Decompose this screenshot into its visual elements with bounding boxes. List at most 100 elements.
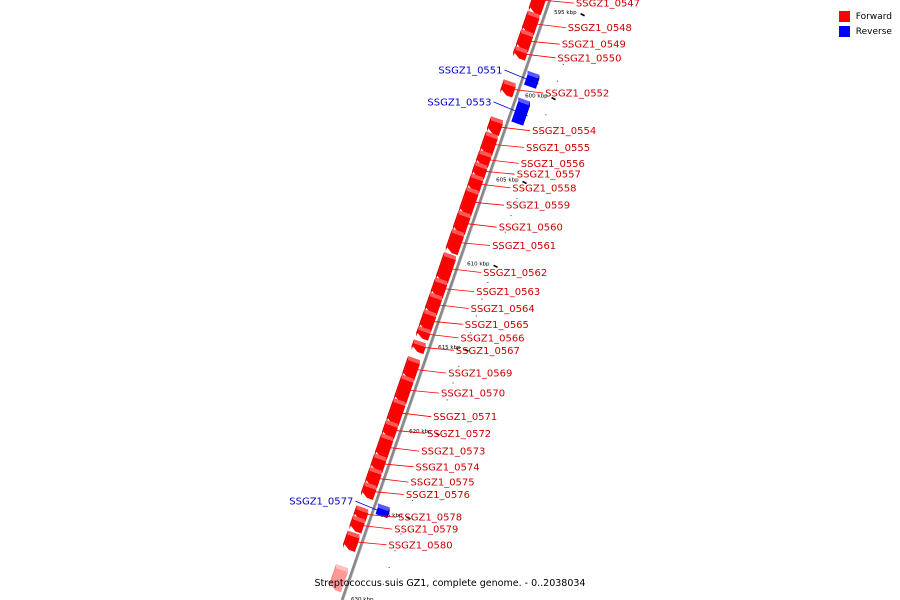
gene-SSGZ1_0549 — [516, 29, 534, 53]
gene-label-SSGZ1_0576[interactable]: SSGZ1_0576 — [406, 490, 470, 501]
gene-label-SSGZ1_0573[interactable]: SSGZ1_0573 — [421, 447, 485, 458]
gene-side — [370, 453, 375, 469]
gene-side — [419, 309, 425, 329]
gene-bevel — [471, 173, 484, 182]
gene-side — [471, 161, 476, 176]
gene-partial — [329, 564, 348, 593]
forward-swatch — [838, 11, 850, 22]
gene-label-SSGZ1_0571[interactable]: SSGZ1_0571 — [433, 412, 497, 423]
gene-side — [353, 505, 357, 518]
gene-side — [402, 356, 409, 377]
gene-label-SSGZ1_0564[interactable]: SSGZ1_0564 — [471, 304, 535, 315]
tick-label: 625 kbp — [380, 513, 403, 519]
gene-label-SSGZ1_0566[interactable]: SSGZ1_0566 — [460, 333, 524, 344]
gene-label-SSGZ1_0552[interactable]: SSGZ1_0552 — [545, 89, 609, 100]
gene-SSGZ1_0560 — [452, 210, 471, 235]
tick-label: 615 kbp — [438, 345, 461, 351]
gene-label-SSGZ1_0553[interactable]: SSGZ1_0553 — [427, 97, 491, 108]
gene-label-SSGZ1_0559[interactable]: SSGZ1_0559 — [506, 201, 570, 212]
gene-body — [412, 343, 426, 355]
gene-bevel — [491, 116, 503, 125]
legend-label-forward: Forward — [855, 11, 892, 22]
gene-label-SSGZ1_0556[interactable]: SSGZ1_0556 — [521, 159, 585, 170]
gene-label-SSGZ1_0561[interactable]: SSGZ1_0561 — [492, 241, 556, 252]
gene-bevel — [458, 210, 471, 219]
gene-bevel — [408, 356, 420, 365]
major-tick — [551, 96, 556, 101]
gene-side — [480, 131, 486, 153]
gene-bevel — [424, 309, 437, 318]
gene-side — [386, 398, 394, 423]
label-leader — [439, 267, 482, 273]
gene-label-SSGZ1_0554[interactable]: SSGZ1_0554 — [532, 126, 596, 137]
gene-side — [436, 252, 445, 280]
gene-label-SSGZ1_0547[interactable]: SSGZ1_0547 — [576, 0, 640, 10]
gene-label-SSGZ1_0557[interactable]: SSGZ1_0557 — [517, 170, 581, 181]
gene-label-SSGZ1_0558[interactable]: SSGZ1_0558 — [512, 183, 576, 194]
label-leader — [361, 490, 404, 495]
scale-ticks: 595 kbp 600 kbp 605 kbp 610 kbp 615 kbp 620 k… — [351, 10, 585, 600]
gene-label-SSGZ1_0575[interactable]: SSGZ1_0575 — [411, 478, 475, 489]
gene-side — [467, 173, 472, 189]
gene-label-SSGZ1_0572[interactable]: SSGZ1_0572 — [427, 429, 491, 440]
tick-label: 605 kbp — [496, 177, 519, 183]
gene-label-SSGZ1_0563[interactable]: SSGZ1_0563 — [476, 287, 540, 298]
gene-SSGZ1_0552 — [500, 79, 516, 98]
gene-SSGZ1_0579 — [349, 515, 365, 534]
label-leader — [355, 500, 390, 516]
gene-label-SSGZ1_0565[interactable]: SSGZ1_0565 — [465, 320, 529, 331]
gene-label-SSGZ1_0577[interactable]: SSGZ1_0577 — [289, 497, 353, 508]
gene-label-SSGZ1_0562[interactable]: SSGZ1_0562 — [483, 268, 547, 279]
gene-body — [330, 568, 348, 593]
gene-body — [354, 509, 369, 522]
gene-side — [424, 292, 431, 312]
gene-labels: SSGZ1_0547 SSGZ1_0548 SSGZ1_0549 SSGZ1_0550… — [289, 0, 640, 551]
gene-side — [487, 116, 492, 132]
gene-SSGZ1_0562 — [436, 252, 456, 284]
legend-item-reverse: Reverse — [838, 24, 892, 39]
gene-body — [517, 33, 534, 53]
gene-label-SSGZ1_0578[interactable]: SSGZ1_0578 — [398, 513, 462, 524]
label-leader — [513, 52, 556, 59]
gene-label-SSGZ1_0567[interactable]: SSGZ1_0567 — [456, 346, 520, 357]
gene-SSGZ1_0564 — [424, 292, 442, 316]
gene-body — [530, 0, 546, 16]
gene-label-SSGZ1_0560[interactable]: SSGZ1_0560 — [499, 223, 563, 234]
gene-bevel — [381, 433, 394, 442]
major-tick — [493, 264, 498, 269]
gene-label-SSGZ1_0579[interactable]: SSGZ1_0579 — [394, 525, 458, 536]
gene-label-SSGZ1_0580[interactable]: SSGZ1_0580 — [388, 540, 452, 551]
gene-body — [362, 485, 377, 500]
gene-label-SSGZ1_0569[interactable]: SSGZ1_0569 — [448, 369, 512, 380]
gene-body — [514, 49, 528, 61]
label-leader — [461, 200, 505, 206]
gene-label-SSGZ1_0570[interactable]: SSGZ1_0570 — [441, 389, 505, 400]
gene-bevel — [435, 277, 448, 286]
label-leader — [432, 287, 475, 292]
gene-SSGZ1_0555 — [480, 131, 498, 157]
gene-SSGZ1_0573 — [375, 433, 394, 460]
gene-label-SSGZ1_0548[interactable]: SSGZ1_0548 — [568, 23, 632, 34]
gene-label-SSGZ1_0550[interactable]: SSGZ1_0550 — [557, 53, 621, 64]
gene-bevel — [515, 45, 528, 54]
gene-bevel — [521, 29, 534, 38]
gene-side — [521, 10, 528, 32]
tick-label: 600 kbp — [525, 94, 548, 100]
strand-legend: Forward Reverse — [838, 9, 892, 39]
gene-SSGZ1_0569 — [402, 356, 420, 381]
gene-bevel — [369, 466, 382, 475]
gene-body — [426, 296, 442, 316]
label-leader — [366, 476, 409, 483]
gene-SSGZ1_0576 — [361, 481, 377, 500]
gene-label-SSGZ1_0574[interactable]: SSGZ1_0574 — [415, 462, 479, 473]
genome-backbone — [340, 0, 552, 600]
label-leader — [476, 158, 519, 164]
gene-side — [365, 466, 370, 485]
gene-side — [513, 45, 516, 57]
gene-side — [459, 186, 467, 213]
gene-label-SSGZ1_0551[interactable]: SSGZ1_0551 — [438, 66, 502, 77]
gene-side — [394, 374, 402, 401]
gene-label-SSGZ1_0549[interactable]: SSGZ1_0549 — [562, 40, 626, 51]
gene-label-SSGZ1_0555[interactable]: SSGZ1_0555 — [526, 143, 590, 154]
gene-bevel — [518, 97, 530, 106]
